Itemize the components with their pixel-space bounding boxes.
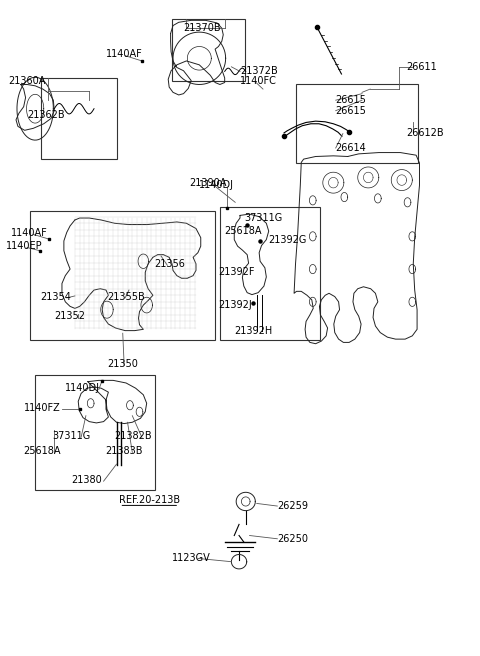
Text: 1140DJ: 1140DJ <box>65 383 100 393</box>
Text: 26615: 26615 <box>336 106 367 115</box>
Text: 21390A: 21390A <box>190 178 227 188</box>
Text: 1140AF: 1140AF <box>106 49 143 60</box>
Text: 21360A: 21360A <box>8 75 45 85</box>
Text: 21370B: 21370B <box>183 23 220 33</box>
Text: 21354: 21354 <box>40 291 71 302</box>
Text: 21380: 21380 <box>72 475 102 485</box>
Text: 21356: 21356 <box>154 259 185 269</box>
Text: 1140FZ: 1140FZ <box>24 403 60 413</box>
Text: 37311G: 37311G <box>52 431 91 441</box>
Text: 21392J: 21392J <box>218 300 252 310</box>
Text: 25618A: 25618A <box>24 446 61 456</box>
Bar <box>30 211 215 340</box>
Text: 1140FC: 1140FC <box>240 75 277 85</box>
Text: 26612B: 26612B <box>407 128 444 138</box>
Text: 1140DJ: 1140DJ <box>199 180 234 190</box>
Text: 26615: 26615 <box>336 95 367 105</box>
Bar <box>41 78 117 159</box>
Text: 21352: 21352 <box>54 311 85 321</box>
Text: 26259: 26259 <box>277 501 308 511</box>
Text: 21362B: 21362B <box>27 110 65 120</box>
Text: 21350: 21350 <box>107 359 138 369</box>
Text: 21383B: 21383B <box>105 446 143 456</box>
Text: REF.20-213B: REF.20-213B <box>120 495 180 504</box>
Text: 21355B: 21355B <box>107 291 144 302</box>
Text: 21392F: 21392F <box>218 268 255 277</box>
Text: 26614: 26614 <box>336 143 366 153</box>
Text: 21392H: 21392H <box>234 326 273 337</box>
Text: 26250: 26250 <box>277 534 308 544</box>
Bar <box>172 19 245 81</box>
Text: 1140AF: 1140AF <box>11 228 48 238</box>
Bar <box>297 85 418 163</box>
Text: 1140EP: 1140EP <box>5 241 42 251</box>
Text: 25618A: 25618A <box>225 226 262 236</box>
Text: 21372B: 21372B <box>240 66 278 76</box>
Bar <box>35 375 155 490</box>
Text: 37311G: 37311G <box>245 213 283 223</box>
Text: 21382B: 21382B <box>115 431 152 441</box>
Text: 21392G: 21392G <box>269 235 307 245</box>
Text: 1123GV: 1123GV <box>172 554 211 564</box>
Bar <box>220 207 321 340</box>
Text: 26611: 26611 <box>407 62 437 72</box>
